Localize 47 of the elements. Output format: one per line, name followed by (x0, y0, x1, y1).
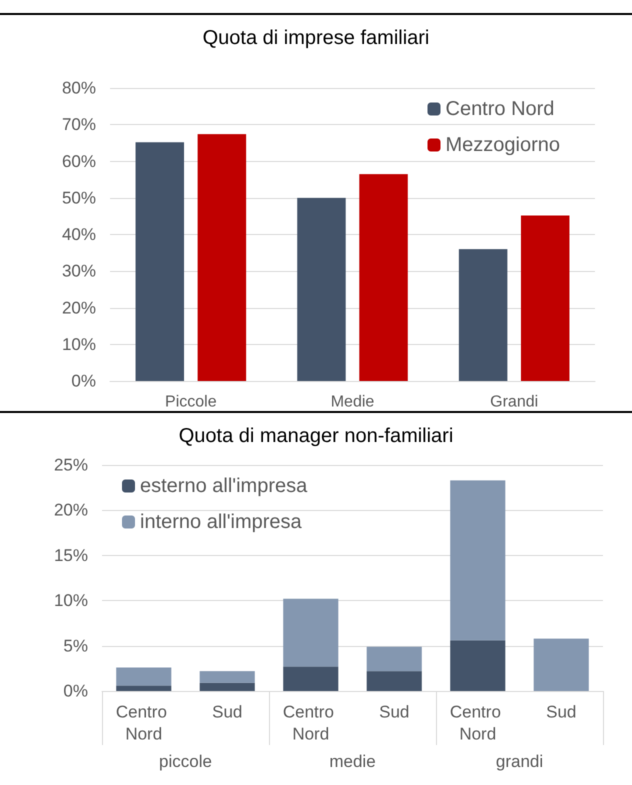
legend-label: interno all'impresa (140, 511, 303, 533)
text: grandi (496, 752, 544, 771)
chart-title: Quota di manager non-familiari (178, 425, 454, 447)
bar (366, 646, 422, 672)
bar (283, 598, 338, 667)
y-tick-label: 60% (62, 152, 96, 171)
y-tick-label: 40% (62, 225, 96, 244)
x-tick-label: Sud (212, 702, 242, 722)
y-tick-label: 25% (54, 456, 88, 474)
y-tick-label: 30% (62, 262, 96, 281)
bar (136, 142, 184, 381)
bar (366, 671, 422, 691)
x-tick-label: Sud (546, 702, 576, 722)
bar (458, 249, 508, 381)
y-tick-label: 5% (63, 636, 88, 656)
y-tick-label: 20% (54, 500, 88, 520)
bar (297, 198, 346, 381)
x-tick-label: Piccole (165, 394, 217, 410)
bar (200, 671, 255, 683)
bar (198, 134, 246, 381)
y-tick-label: 15% (54, 546, 88, 565)
chart-title: Quota di imprese familiari (202, 27, 430, 49)
text: medie (329, 752, 376, 771)
legend-label: Centro Nord (446, 98, 554, 120)
bar (116, 667, 172, 686)
bar (359, 174, 408, 381)
bar (450, 640, 506, 691)
legend-label: esterno all'impresa (140, 475, 308, 497)
x-tick-label: Grandi (490, 394, 538, 410)
bar (116, 686, 172, 691)
bar (450, 480, 506, 640)
x-tick-label: Sud (379, 702, 410, 722)
text: piccole (159, 752, 212, 771)
bar (200, 682, 255, 691)
legend-label: Mezzogiorno (446, 134, 560, 156)
y-tick-label: 80% (62, 78, 96, 98)
y-tick-label: 20% (62, 298, 96, 318)
bar (283, 666, 338, 691)
bar (534, 638, 589, 691)
bar (520, 215, 570, 381)
y-tick-label: 10% (54, 591, 88, 610)
y-tick-label: 10% (62, 334, 96, 354)
y-tick-label: 50% (62, 188, 96, 208)
y-tick-label: 0% (63, 682, 88, 700)
y-tick-label: 70% (62, 115, 96, 134)
x-tick-label: Medie (330, 394, 374, 410)
y-tick-label: 0% (71, 372, 96, 390)
